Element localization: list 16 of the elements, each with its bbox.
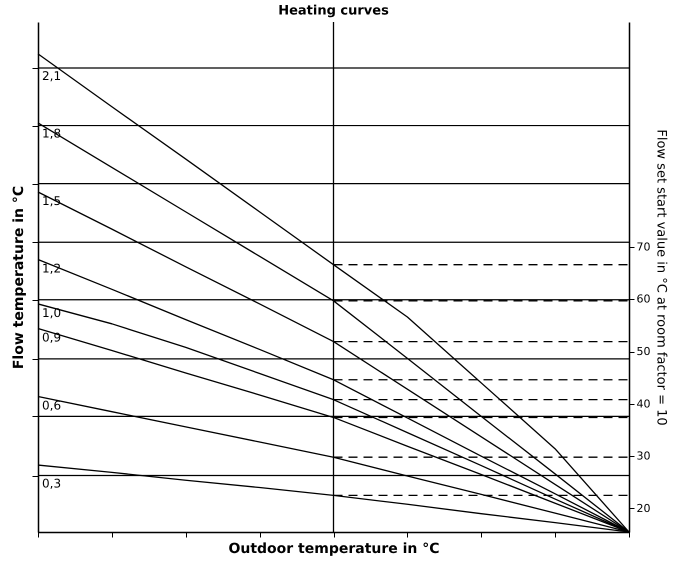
x-axis-title: Outdoor temperature in °C: [228, 541, 440, 557]
y-tick-label: 50: [636, 345, 650, 358]
series-label: 0,9: [42, 330, 62, 345]
legend-label: 1,5: [42, 194, 62, 208]
y-tick-label: 30: [636, 450, 650, 463]
series-label: 1,2: [42, 261, 62, 276]
y-tick-label: 40: [636, 397, 650, 410]
y-tick-label: 70: [636, 240, 650, 254]
chart-title: Heating curves: [278, 3, 390, 18]
y-tick-label: 60: [636, 292, 650, 306]
y2-axis-title: Flow set start value in °C at room factor = 10: [653, 129, 668, 426]
legend-label: 2,1: [42, 69, 62, 84]
legend-label: 0,3: [42, 476, 62, 491]
series-label: 0,6: [42, 398, 62, 413]
y-tick-label: 20: [636, 502, 650, 515]
y-axis-title: Flow temperature in °C: [11, 186, 27, 370]
